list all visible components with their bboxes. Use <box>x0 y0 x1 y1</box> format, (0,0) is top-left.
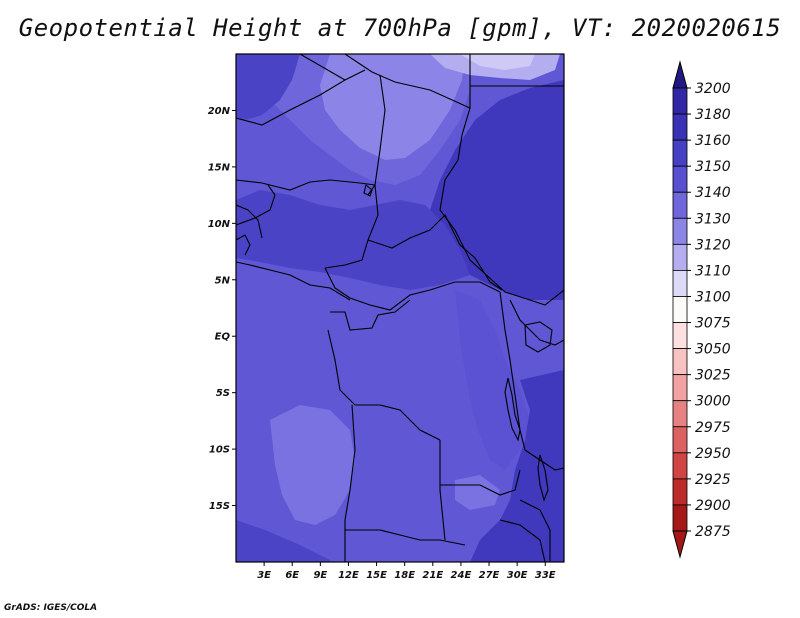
lat-tick-label: 20N <box>208 106 231 117</box>
lat-tick-label: 15N <box>208 162 231 173</box>
lat-tick-label: 15S <box>209 501 230 512</box>
colorbar-swatch <box>672 478 688 506</box>
credit-label: GrADS: IGES/COLA <box>4 603 98 613</box>
lat-tick-label: 10N <box>208 219 231 230</box>
lon-tick-label: 3E <box>257 570 271 581</box>
field-contour-3160-southeast <box>470 370 564 562</box>
lake-chad <box>363 184 373 197</box>
colorbar-swatch <box>672 400 688 428</box>
lon-tick-label: 15E <box>366 570 387 581</box>
field-contour-3120-north <box>320 54 465 160</box>
lakes <box>363 184 553 502</box>
map-frame <box>235 53 565 563</box>
lon-tick-label: 18E <box>394 570 415 581</box>
lon-tick-label: 27E <box>479 570 500 581</box>
field-contour-3150-central <box>236 190 470 290</box>
lon-tick-label: 9E <box>313 570 327 581</box>
colorbar-label: 2900 <box>695 498 731 514</box>
colorbar-label: 2925 <box>695 472 731 488</box>
field-contour-3100-north <box>460 54 535 70</box>
lon-tick-label: 6E <box>285 570 299 581</box>
lon-tick-label: 21E <box>422 570 443 581</box>
colorbar-label: 3100 <box>695 289 731 305</box>
field-contour-3150-northwest <box>236 54 300 120</box>
lon-tick-label: 12E <box>338 570 359 581</box>
colorbar-label: 3200 <box>695 81 731 97</box>
colorbar-label: 2875 <box>695 524 731 540</box>
colorbar-swatch <box>672 322 688 349</box>
colorbar-label: 3050 <box>695 342 731 358</box>
longitude-axis: 3E 6E 9E 12E 15E 18E 21E 24E 27E 30E 33E <box>257 562 556 581</box>
colorbar-swatch <box>672 87 688 115</box>
lon-tick-label: 30E <box>507 570 528 581</box>
colorbar-swatch <box>672 504 688 532</box>
colorbar-swatch <box>672 243 688 271</box>
country-borders <box>236 54 564 562</box>
colorbar-swatch <box>672 165 688 193</box>
colorbar-label: 2975 <box>695 420 731 436</box>
lat-tick-label: 5N <box>215 275 231 286</box>
lake-victoria <box>524 321 553 353</box>
lat-tick-label: 5S <box>216 388 230 399</box>
field-contour-3150-southwest <box>236 520 330 562</box>
colorbar-swatch <box>672 452 688 480</box>
lake-tanganyika <box>504 377 521 442</box>
colorbar-swatch <box>672 191 688 219</box>
colorbar-label: 3025 <box>695 368 731 384</box>
colorbar-swatch <box>672 270 688 297</box>
colorbar-label: 3130 <box>695 211 731 227</box>
colorbar-label: 3160 <box>695 133 731 149</box>
latitude-axis: 20N 15N 10N 5N EQ 5S 10S 15S <box>208 106 236 512</box>
colorbar-label: 2950 <box>695 446 731 462</box>
chart-title: Geopotential Height at 700hPa [gpm], VT:… <box>18 14 782 42</box>
colorbar-swatch <box>672 217 688 245</box>
field-contour-3130-southwest <box>270 405 355 525</box>
lon-tick-label: 24E <box>451 570 472 581</box>
colorbar-swatch <box>672 348 688 376</box>
colorbar-label: 3140 <box>695 185 731 201</box>
colorbar-label: 3000 <box>695 394 731 410</box>
lat-tick-label: EQ <box>215 332 231 343</box>
colorbar-swatch <box>672 296 688 323</box>
colorbar-swatch <box>672 139 688 167</box>
colorbar-label: 3120 <box>695 237 731 253</box>
colorbar-swatch <box>672 374 688 402</box>
lon-tick-label: 33E <box>535 570 556 581</box>
colorbar-label: 3110 <box>695 263 731 279</box>
colorbar-label: 3150 <box>695 159 731 175</box>
colorbar-top-cap <box>672 60 688 89</box>
lat-tick-label: 10S <box>209 445 230 456</box>
colorbar-label: 3075 <box>695 316 731 332</box>
colorbar: 3200 3180 3160 3150 3140 3130 3120 3110 3100 3075… <box>672 60 731 559</box>
colorbar-bottom-cap <box>672 530 688 559</box>
colorbar-swatch <box>672 426 688 454</box>
colorbar-swatch <box>672 113 688 141</box>
lake-malawi <box>537 454 549 502</box>
field-contour-3130-south <box>455 475 500 510</box>
colorbar-label: 3180 <box>695 107 731 123</box>
